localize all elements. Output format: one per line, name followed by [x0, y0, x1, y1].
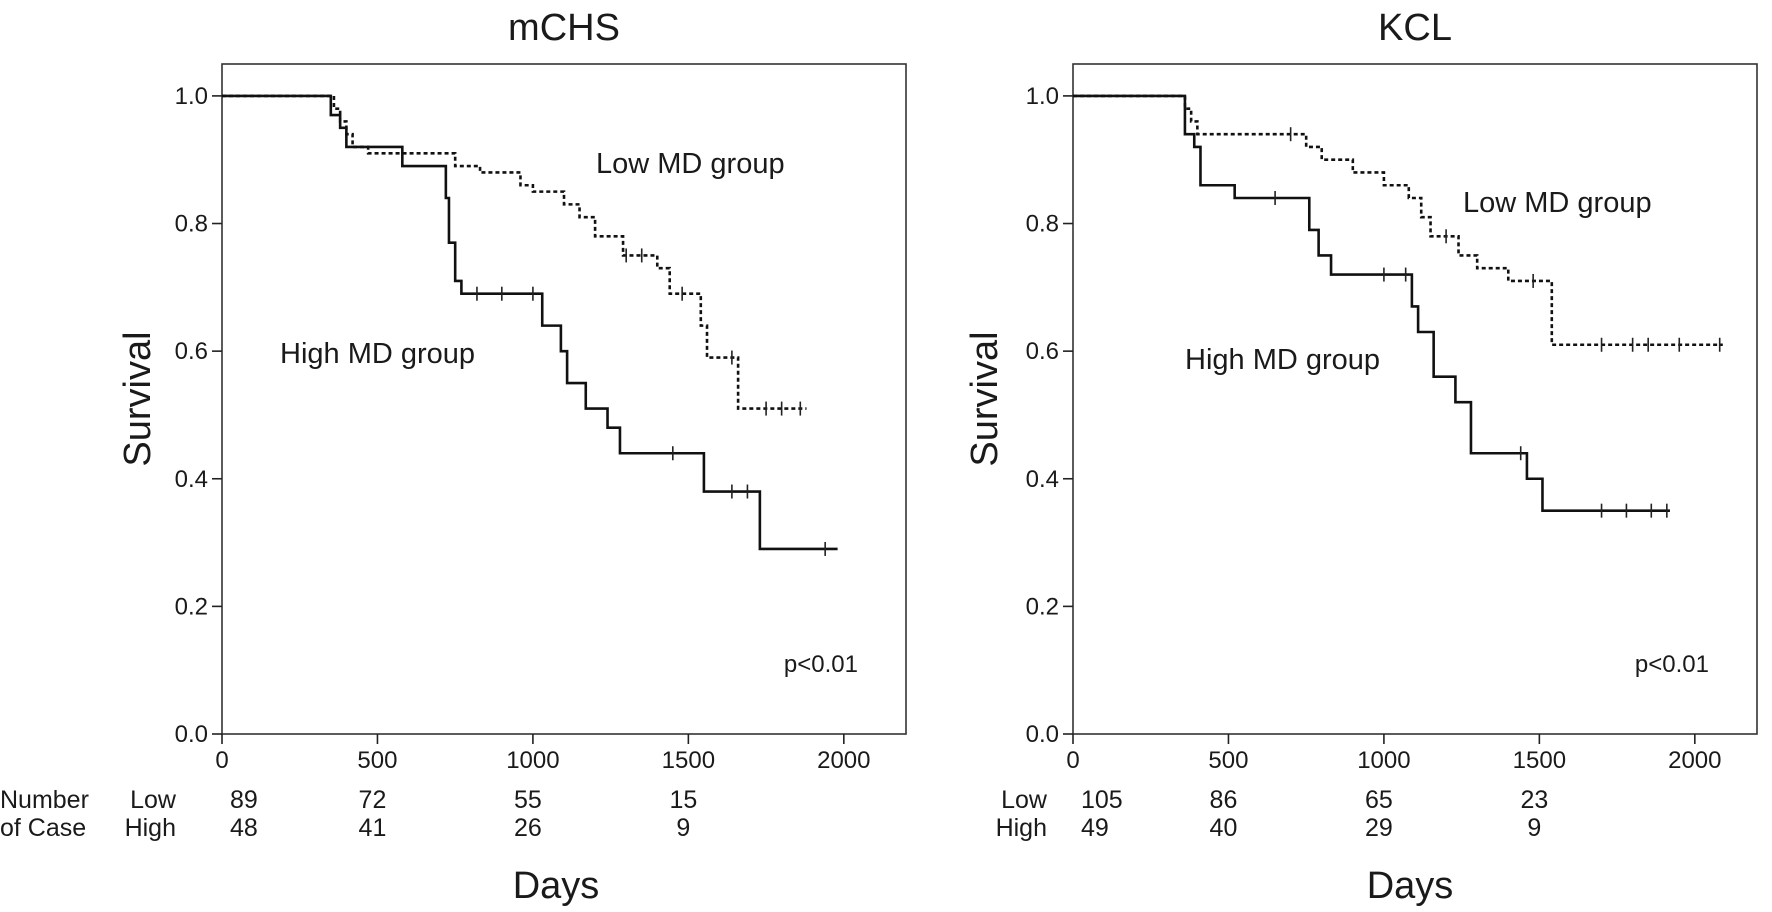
risk-table-value: 41: [359, 814, 387, 842]
risk-table-value: 40: [1210, 814, 1238, 842]
chart-panel-kcl: KCL 0.0 0.2 0.4 0.6 0.8 1.0 0 500 1000 1500 2000 Sur…: [964, 7, 1758, 907]
y-tick-label: 0.8: [1026, 211, 1059, 238]
series-label-high-md: High MD group: [1185, 344, 1380, 376]
risk-table-group-high: High: [125, 814, 176, 842]
risk-table-value: 89: [230, 786, 258, 814]
risk-table-value: 65: [1365, 786, 1393, 814]
y-tick-label: 0.8: [175, 211, 208, 238]
chart-panel-mchs: mCHS 0.0 0.2 0.4 0.6 0.8 1.0 0 500 1000 1500 2000 Su…: [0, 7, 907, 907]
x-tick-label: 2000: [817, 747, 870, 774]
y-tick-label: 0.2: [175, 593, 208, 620]
risk-table-value: 49: [1081, 814, 1109, 842]
risk-table-group-low: Low: [1001, 786, 1048, 814]
risk-table-value: 105: [1081, 786, 1123, 814]
risk-table-header: of Case: [0, 814, 86, 842]
x-tick-label: 0: [1066, 747, 1079, 774]
x-tick-label: 1000: [506, 747, 559, 774]
risk-table-value: 48: [230, 814, 258, 842]
series-label-high-md: High MD group: [280, 338, 475, 370]
p-value: p<0.01: [784, 651, 858, 678]
y-axis-label: Survival: [117, 331, 159, 466]
x-tick-label: 1500: [1513, 747, 1566, 774]
km-curve-low-md: [1073, 94, 1723, 347]
plot-frame: [221, 63, 907, 735]
y-tick-label: 1.0: [1026, 83, 1059, 110]
risk-table-value: 72: [359, 786, 387, 814]
y-axis-label: Survival: [964, 331, 1006, 466]
chart-title: KCL: [1378, 7, 1452, 49]
risk-table-value: 15: [669, 786, 697, 814]
y-tick-label: 0.6: [1026, 338, 1059, 365]
y-tick-label: 1.0: [175, 83, 208, 110]
y-tick-label: 0.6: [175, 338, 208, 365]
risk-table-value: 86: [1210, 786, 1238, 814]
risk-table-value: 55: [514, 786, 542, 814]
risk-table-value: 9: [676, 814, 690, 842]
y-tick-label: 0.2: [1026, 593, 1059, 620]
x-tick-label: 500: [357, 747, 397, 774]
y-tick-label: 0.0: [1026, 721, 1059, 748]
x-axis-label: Days: [1367, 865, 1454, 907]
risk-table-value: 29: [1365, 814, 1393, 842]
km-curve-high-md: [1073, 94, 1670, 512]
x-tick-label: 500: [1208, 747, 1248, 774]
y-tick-label: 0.4: [1026, 466, 1059, 493]
x-tick-label: 1000: [1357, 747, 1410, 774]
risk-table-group-high: High: [996, 814, 1047, 842]
x-tick-label: 1500: [662, 747, 715, 774]
risk-table-header: Number: [0, 786, 89, 814]
y-tick-label: 0.4: [175, 466, 208, 493]
x-tick-label: 2000: [1668, 747, 1721, 774]
series-label-low-md: Low MD group: [596, 148, 785, 180]
risk-table-value: 23: [1520, 786, 1548, 814]
series-label-low-md: Low MD group: [1463, 187, 1652, 219]
plot-frame: [1072, 63, 1758, 735]
x-tick-label: 0: [215, 747, 228, 774]
risk-table-value: 9: [1527, 814, 1541, 842]
risk-table-group-low: Low: [130, 786, 177, 814]
chart-title: mCHS: [508, 7, 620, 49]
x-axis-label: Days: [513, 865, 600, 907]
p-value: p<0.01: [1635, 651, 1709, 678]
y-tick-label: 0.0: [175, 721, 208, 748]
risk-table-value: 26: [514, 814, 542, 842]
